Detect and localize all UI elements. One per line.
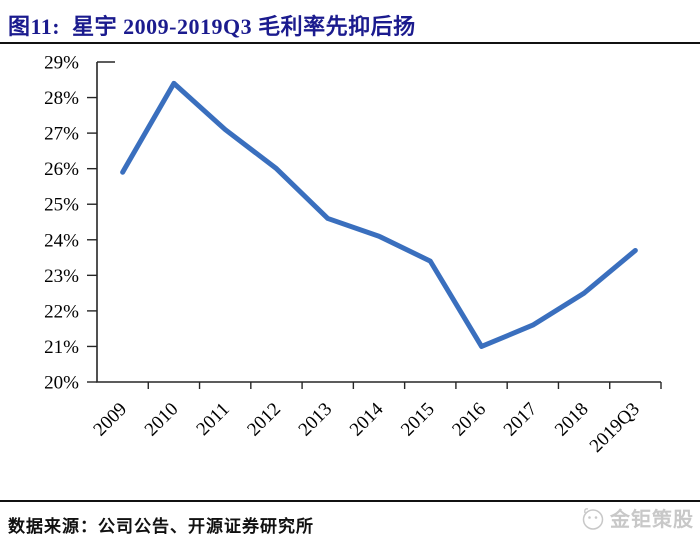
y-axis-label: 29% (44, 53, 79, 74)
brand-icon (579, 505, 605, 531)
x-axis-label: 2012 (243, 399, 285, 441)
figure-caption: 星宇 2009-2019Q3 毛利率先抑后扬 (72, 14, 416, 39)
y-axis-label: 25% (44, 195, 79, 216)
figure-number: 图11: (8, 14, 61, 39)
data-source: 数据来源：公司公告、开源证券研究所 (8, 517, 314, 536)
x-axis-label: 2011 (192, 399, 233, 440)
title-divider (0, 42, 700, 44)
y-axis-label: 20% (44, 373, 79, 394)
axis-lines (96, 62, 661, 383)
y-axis-label: 27% (44, 124, 79, 145)
x-axis-label: 2019Q3 (586, 399, 644, 457)
y-axis-label: 21% (44, 337, 79, 358)
x-axis-label: 2016 (448, 399, 490, 441)
y-axis-label: 28% (44, 88, 79, 109)
x-axis-label: 2014 (346, 398, 388, 440)
x-axis-label: 2010 (141, 399, 183, 441)
x-axis-label: 2009 (89, 399, 131, 441)
brand-name: 金钜策股 (610, 509, 694, 531)
brand-watermark: 金钜策股 (579, 503, 694, 532)
y-axis-label: 26% (44, 159, 79, 180)
x-axis-label: 2017 (500, 399, 542, 441)
y-axis-label: 23% (44, 266, 79, 287)
x-axis-label: 2018 (551, 399, 593, 441)
x-axis-label: 2013 (295, 399, 337, 441)
x-axis-label: 2015 (397, 399, 439, 441)
gross-margin-series-line (120, 80, 638, 349)
y-axis-label: 24% (44, 230, 79, 251)
footer-divider (0, 500, 700, 502)
figure-title: 图11: 星宇 2009-2019Q3 毛利率先抑后扬 (8, 9, 416, 41)
y-axis-label: 22% (44, 301, 79, 322)
line-chart: 29%28%27%26%25%24%23%22%21%20%2009 2010 20… (44, 53, 662, 457)
